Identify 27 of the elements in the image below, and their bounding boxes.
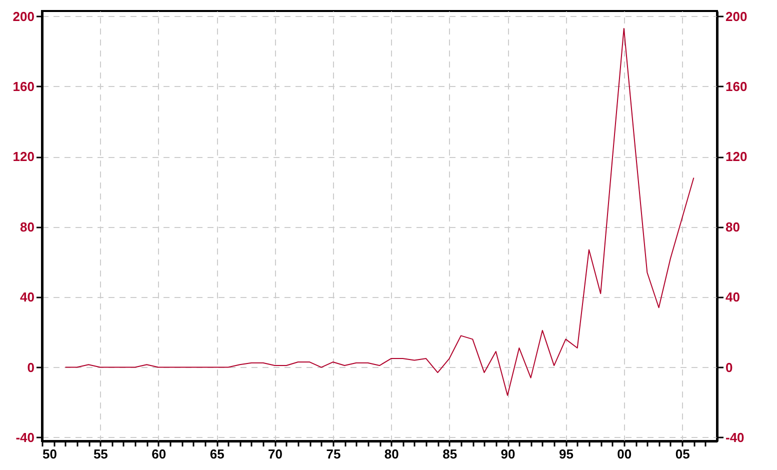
x-tick-label: 05 <box>675 446 690 462</box>
x-tick-label: 00 <box>617 446 632 462</box>
line-series <box>64 28 694 396</box>
y-tick-label: 80 <box>20 219 34 234</box>
y-tick-label: 40 <box>20 290 34 305</box>
x-tick-label: 65 <box>210 446 224 462</box>
x-tick-label: 80 <box>384 446 399 462</box>
x-tick-label: 55 <box>93 446 108 462</box>
y-tick-label: -40 <box>16 430 34 445</box>
y2-tick-label: -40 <box>726 430 744 445</box>
y2-tick-label: 0 <box>726 360 733 375</box>
x-tick-label: 90 <box>500 446 516 462</box>
x-tick-label: 60 <box>152 446 166 462</box>
y2-tick-label: 120 <box>726 149 748 164</box>
x-tick-label: 75 <box>326 446 341 462</box>
y2-tick-label: 40 <box>726 290 740 305</box>
y2-tick-label: 200 <box>726 8 748 24</box>
y-tick-label: 200 <box>12 8 34 24</box>
y-tick-label: 0 <box>27 360 34 375</box>
x-tick-label: 85 <box>442 446 458 462</box>
y-tick-label: 120 <box>12 149 34 164</box>
x-tick-label: 50 <box>42 446 57 462</box>
y2-tick-label: 80 <box>726 219 740 234</box>
y-tick-label: 160 <box>12 78 34 94</box>
x-tick-label: 95 <box>558 446 574 462</box>
y2-tick-label: 160 <box>726 78 748 94</box>
x-tick-label: 70 <box>268 446 282 462</box>
